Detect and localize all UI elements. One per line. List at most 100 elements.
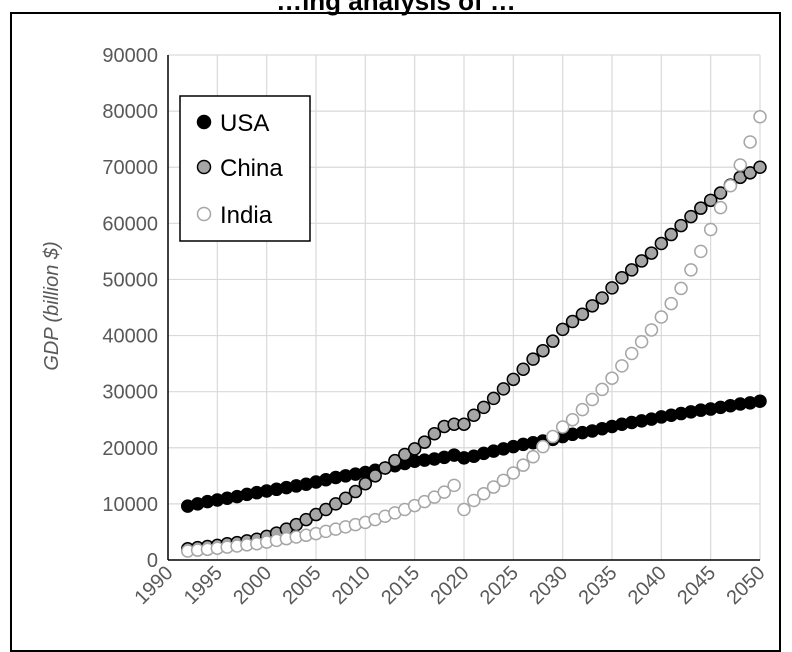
point-china: [476, 400, 491, 415]
point-india: [467, 493, 481, 508]
x-tick-label: 2030: [525, 562, 572, 609]
point-china: [378, 461, 392, 475]
legend-marker-china: [196, 159, 212, 175]
point-china: [595, 291, 609, 305]
point-china: [328, 497, 343, 511]
y-tick-label: 60000: [102, 213, 158, 235]
point-india: [516, 458, 530, 472]
x-tick-label: 2050: [723, 562, 770, 609]
point-china: [585, 299, 600, 313]
point-china: [319, 502, 333, 517]
point-india: [555, 420, 570, 434]
point-china: [644, 246, 659, 260]
point-india: [743, 135, 757, 149]
point-china: [486, 391, 501, 406]
legend-marker-usa: [196, 114, 212, 130]
x-tick-labels: 1990 1995 2000 2005 2010 2015 2020 2025 2030 2035…: [131, 562, 770, 609]
point-india: [565, 412, 580, 427]
point-india: [605, 371, 619, 385]
x-tick-label: 2040: [624, 562, 671, 609]
point-china: [398, 447, 412, 462]
legend-label-china: China: [220, 155, 283, 182]
point-china: [368, 469, 382, 483]
x-tick-label: 1990: [131, 562, 178, 609]
point-china: [516, 362, 530, 376]
point-india: [506, 466, 521, 480]
point-china: [654, 236, 669, 251]
point-china: [713, 186, 728, 200]
point-india: [634, 334, 649, 349]
point-india: [674, 281, 688, 296]
legend-marker-india: [196, 206, 212, 222]
point-india: [595, 382, 609, 397]
x-tick-label: 2035: [575, 562, 622, 609]
point-india: [733, 158, 748, 172]
point-china: [555, 322, 570, 337]
point-china: [338, 491, 353, 506]
legend-label-india: India: [220, 202, 273, 229]
point-china: [358, 476, 373, 491]
point-india: [713, 200, 728, 215]
point-india: [703, 222, 718, 237]
point-china: [496, 382, 511, 396]
point-india: [723, 178, 738, 193]
point-china: [467, 408, 481, 422]
point-india: [694, 244, 708, 259]
axes: [167, 55, 760, 561]
x-tick-label: 2015: [377, 562, 424, 609]
point-india: [684, 263, 698, 277]
point-china: [664, 227, 678, 242]
point-india: [644, 323, 659, 337]
y-tick-labels: 0 10000 20000 30000 40000 50000 60000 70000 8000…: [102, 45, 158, 572]
point-china: [703, 193, 718, 208]
point-china: [417, 435, 432, 449]
point-china: [624, 263, 639, 277]
y-tick-label: 20000: [102, 438, 158, 460]
point-china: [634, 254, 649, 268]
point-china: [388, 453, 402, 468]
point-india: [486, 480, 501, 494]
y-tick-label: 30000: [102, 382, 158, 404]
point-india: [585, 392, 600, 407]
legend-label-usa: USA: [220, 110, 269, 137]
point-china: [743, 166, 757, 180]
legend: USA China India: [179, 95, 311, 242]
point-india: [575, 402, 590, 417]
point-china: [506, 372, 521, 387]
point-india: [437, 485, 452, 499]
point-india: [753, 109, 767, 124]
point-india: [457, 502, 471, 517]
point-india: [664, 296, 678, 311]
point-india: [546, 429, 560, 444]
y-tick-label: 10000: [102, 494, 158, 516]
y-tick-label: 80000: [102, 101, 158, 123]
y-tick-label: 0: [147, 550, 158, 572]
point-china: [546, 334, 560, 348]
point-india: [536, 439, 550, 454]
series-india: [180, 109, 767, 558]
point-china: [615, 271, 629, 285]
point-china: [575, 307, 590, 321]
x-tick-label: 2000: [229, 562, 276, 609]
x-tick-label: 2020: [427, 562, 474, 609]
point-china: [407, 442, 422, 456]
point-usa: [753, 394, 767, 408]
y-axis-label: GDP (billion $): [41, 241, 63, 370]
point-india: [654, 310, 669, 324]
point-china: [694, 201, 708, 215]
point-china: [605, 281, 619, 295]
point-china: [427, 427, 442, 441]
point-china: [674, 218, 688, 233]
point-china: [526, 352, 540, 366]
y-tick-label: 90000: [102, 45, 158, 67]
point-india: [526, 450, 540, 464]
y-tick-label: 50000: [102, 269, 158, 291]
x-tick-label: 2025: [476, 562, 523, 609]
gdp-chart: 0 10000 20000 30000 40000 50000 60000 70000 8000…: [41, 45, 770, 609]
chart-title: …ing analysis of …: [276, 0, 516, 16]
point-india: [624, 346, 639, 361]
point-china: [684, 209, 698, 224]
y-tick-label: 40000: [102, 326, 158, 348]
x-tick-label: 1995: [180, 562, 227, 609]
x-tick-label: 2005: [279, 562, 326, 609]
